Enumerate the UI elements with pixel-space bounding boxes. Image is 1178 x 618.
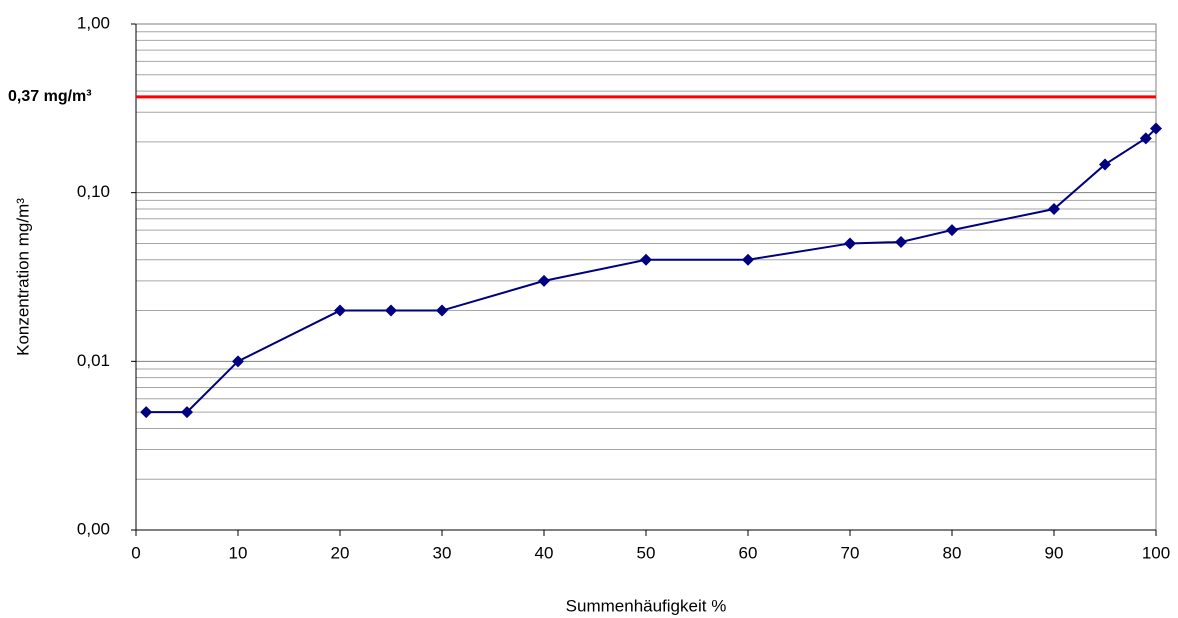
x-tick-label: 80 (943, 543, 962, 562)
data-point (844, 237, 856, 250)
data-point (895, 235, 907, 248)
x-tick-label: 90 (1045, 543, 1064, 562)
x-tick-label: 40 (535, 543, 554, 562)
x-tick-label: 30 (433, 543, 452, 562)
reference-label: 0,37 mg/m³ (8, 88, 92, 105)
data-point (1139, 132, 1152, 145)
data-point (140, 406, 153, 419)
x-axis-title: Summenhäufigkeit % (566, 596, 727, 615)
data-point (1048, 203, 1060, 216)
y-tick-label: 0,10 (77, 182, 110, 201)
x-tick-label: 50 (637, 543, 656, 562)
x-tick-label: 100 (1142, 543, 1170, 562)
data-line (146, 127, 1157, 414)
y-tick-label: 0,00 (77, 519, 110, 538)
data-point (334, 304, 346, 317)
data-point (181, 406, 193, 419)
data-point (640, 253, 652, 266)
data-point (742, 253, 754, 266)
data-point (538, 274, 550, 287)
x-tick-label: 70 (841, 543, 860, 562)
data-point (1150, 122, 1162, 135)
plot-frame (135, 23, 1157, 531)
x-tick-label: 60 (739, 543, 758, 562)
data-point (232, 355, 244, 368)
x-tick-label: 20 (331, 543, 350, 562)
data-point (385, 304, 397, 317)
y-tick-label: 1,00 (77, 13, 110, 32)
y-tick-label: 0,01 (77, 351, 110, 370)
data-point (1099, 158, 1111, 171)
data-point (436, 304, 448, 317)
x-tick-label: 10 (229, 543, 248, 562)
y-axis-title: Konzentration mg/m³ (13, 198, 32, 356)
x-tick-label: 0 (131, 543, 140, 562)
data-point (946, 224, 958, 237)
